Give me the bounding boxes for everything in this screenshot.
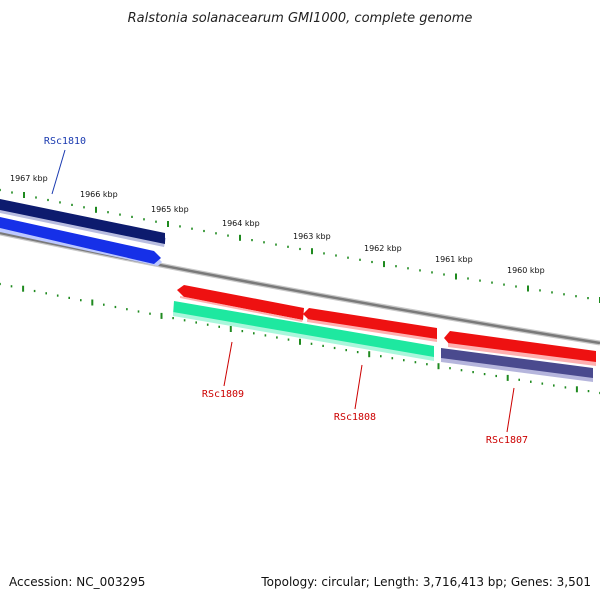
gene-label-rsc1810[interactable]: RSc1810 <box>44 136 86 147</box>
scale-label-1963: 1963 kbp <box>293 232 331 241</box>
gene-rsc1807-slate-bar[interactable] <box>441 348 593 381</box>
gene-rsc1810-blue-bar[interactable] <box>0 217 161 264</box>
scale-label-1967: 1967 kbp <box>10 174 48 183</box>
gene-rsc1808-shadow <box>307 319 437 342</box>
genome-info-text: Topology: circular; Length: 3,716,413 bp… <box>260 575 591 589</box>
gene-label-rsc1809[interactable]: RSc1809 <box>202 389 244 400</box>
scale-label-1961: 1961 kbp <box>435 255 473 264</box>
leader-rsc1807 <box>506 387 515 433</box>
gene-rsc1809-bar[interactable] <box>177 285 304 320</box>
gene-rsc1808-bar[interactable] <box>303 308 437 341</box>
leader-rsc1809 <box>223 341 233 387</box>
leader-rsc1810 <box>51 149 66 195</box>
gene-rsc1807-shadow <box>448 343 596 366</box>
scale-label-1962: 1962 kbp <box>364 244 402 253</box>
scale-ticks-inner <box>0 282 600 395</box>
gene-rsc1809-shadow <box>180 296 303 322</box>
gene-rsc1810-bar[interactable] <box>0 199 165 244</box>
genome-backbone-core <box>0 231 600 345</box>
scale-label-1965: 1965 kbp <box>151 205 189 214</box>
gene-rsc1808-mint-shadow <box>173 312 434 361</box>
scale-labels: 1967 kbp 1966 kbp 1965 kbp 1964 kbp 1963… <box>10 174 545 275</box>
scale-label-1964: 1964 kbp <box>222 219 260 228</box>
gene-label-rsc1808[interactable]: RSc1808 <box>334 412 376 423</box>
gene-rsc1808-mint-bar[interactable] <box>173 301 434 360</box>
scale-label-1960: 1960 kbp <box>507 266 545 275</box>
gene-rsc1807-bar[interactable] <box>444 331 596 364</box>
gene-label-rsc1807[interactable]: RSc1807 <box>486 435 528 446</box>
leader-rsc1808 <box>354 364 363 410</box>
map-title: Ralstonia solanacearum GMI1000, complete… <box>128 11 473 26</box>
scale-ticks-outer <box>0 188 600 303</box>
scale-label-1966: 1966 kbp <box>80 190 118 199</box>
accession-text: Accession: NC_003295 <box>9 575 145 589</box>
gene-rsc1807-slate-shadow <box>441 358 593 382</box>
